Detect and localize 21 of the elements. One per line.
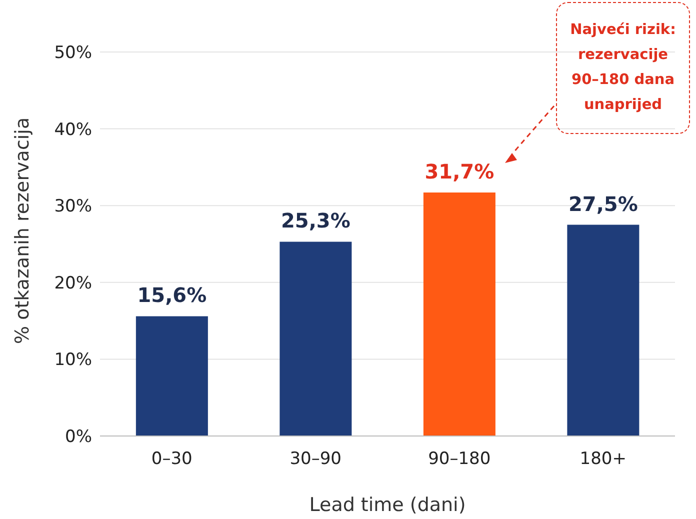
bar (423, 192, 496, 436)
y-axis-title: % otkazanih rezervacija (12, 117, 34, 344)
x-tick-label: 180+ (580, 449, 626, 470)
data-label: 15,6% (137, 283, 207, 308)
y-tick-label: 30% (54, 196, 92, 217)
y-tick-label: 10% (54, 350, 92, 370)
data-label: 27,5% (568, 192, 638, 216)
x-tick-label: 0–30 (151, 449, 192, 470)
bar (280, 242, 352, 436)
bar (136, 316, 208, 436)
data-label: 31,7% (424, 160, 494, 184)
data-label: 25,3% (280, 208, 350, 233)
y-tick-label: 50% (54, 43, 92, 64)
x-tick-label: 90–180 (428, 449, 491, 470)
x-axis-title: Lead time (dani) (309, 494, 466, 516)
y-tick-label: 40% (54, 120, 92, 140)
x-tick-label: 30–90 (290, 449, 342, 470)
y-tick-label: 20% (54, 273, 92, 294)
y-tick-label: 0% (65, 427, 92, 448)
bar (567, 224, 640, 436)
annotation: Najveći rizik: rezervacije 90–180 dana unaprijed (569, 21, 677, 115)
